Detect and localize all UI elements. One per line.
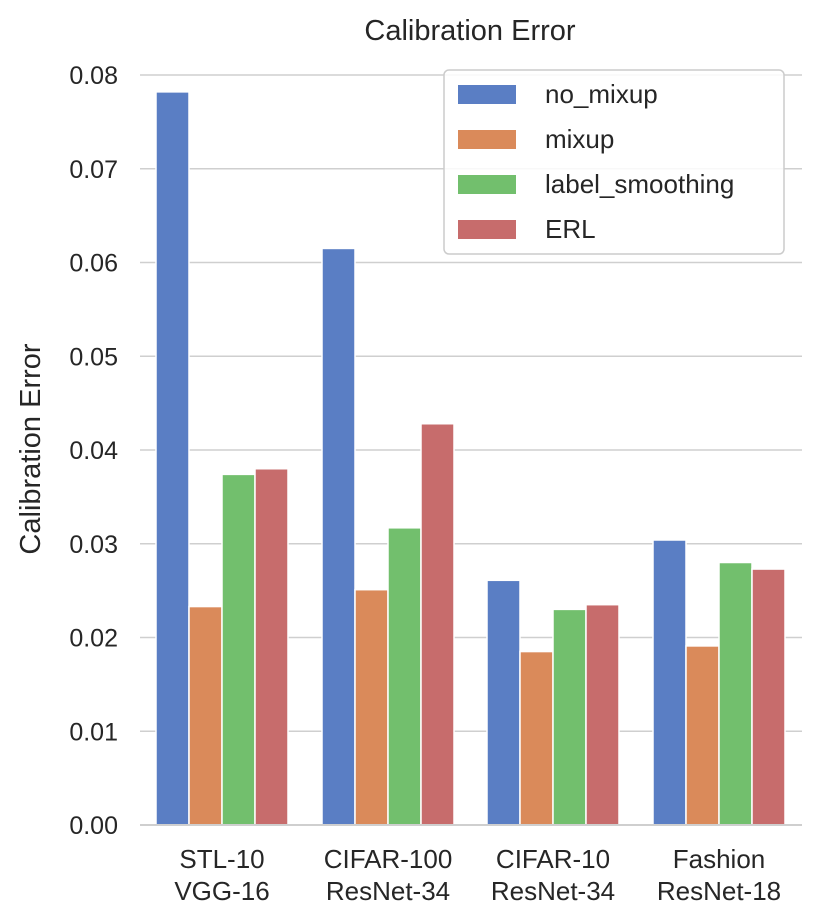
x-category-label: STL-10	[179, 844, 264, 874]
y-tick-label: 0.04	[69, 437, 118, 465]
bar-label-smoothing-0	[221, 473, 256, 826]
legend-label: mixup	[545, 124, 614, 154]
x-category-label: ResNet-34	[326, 876, 450, 906]
y-tick-label: 0.07	[69, 156, 118, 184]
y-tick-label: 0.06	[69, 250, 118, 278]
y-tick-label: 0.03	[69, 531, 118, 559]
y-tick-label: 0.05	[69, 343, 118, 371]
bar-mixup-2	[519, 650, 554, 826]
x-category-label: ResNet-18	[657, 876, 781, 906]
legend-swatch-no-mixup	[458, 85, 516, 104]
x-category-label: CIFAR-10	[496, 844, 610, 874]
x-category-labels: STL-10VGG-16CIFAR-100ResNet-34CIFAR-10Re…	[174, 844, 781, 906]
legend-label: no_mixup	[545, 79, 658, 109]
bar-no-mixup-3	[652, 539, 687, 826]
bar-label-smoothing-2	[552, 608, 587, 826]
x-category-label: VGG-16	[174, 876, 269, 906]
x-category-label: Fashion	[673, 844, 766, 874]
bar-mixup-3	[685, 645, 720, 826]
legend-swatch-mixup	[458, 130, 516, 149]
legend-swatch-ERL	[458, 220, 516, 239]
y-tick-label: 0.00	[69, 812, 118, 840]
x-category-label: ResNet-34	[491, 876, 615, 906]
bar-ERL-2	[585, 603, 620, 826]
y-tick-label: 0.08	[69, 62, 118, 90]
bar-mixup-0	[188, 605, 223, 826]
bar-ERL-0	[254, 468, 289, 826]
legend-frame	[443, 69, 785, 255]
legend-label: label_smoothing	[545, 169, 734, 199]
bar-label-smoothing-1	[387, 527, 422, 826]
bars	[155, 91, 786, 826]
y-tick-label: 0.02	[69, 625, 118, 653]
bar-no-mixup-2	[486, 579, 521, 826]
x-category-label: CIFAR-100	[324, 844, 453, 874]
bar-no-mixup-0	[155, 91, 190, 826]
y-tick-labels: 0.00 0.01 0.02 0.03 0.04 0.05 0.06 0.07 0.08	[69, 62, 118, 840]
bar-label-smoothing-3	[718, 561, 753, 826]
chart-title: Calibration Error	[364, 15, 575, 47]
y-axis-label: Calibration Error	[15, 343, 47, 554]
bar-no-mixup-1	[321, 247, 356, 826]
legend-label: ERL	[545, 214, 596, 244]
bar-ERL-1	[420, 423, 455, 826]
y-tick-label: 0.01	[69, 718, 118, 746]
legend-swatch-label-smoothing	[458, 175, 516, 194]
bar-ERL-3	[751, 568, 786, 826]
bar-mixup-1	[354, 588, 389, 826]
